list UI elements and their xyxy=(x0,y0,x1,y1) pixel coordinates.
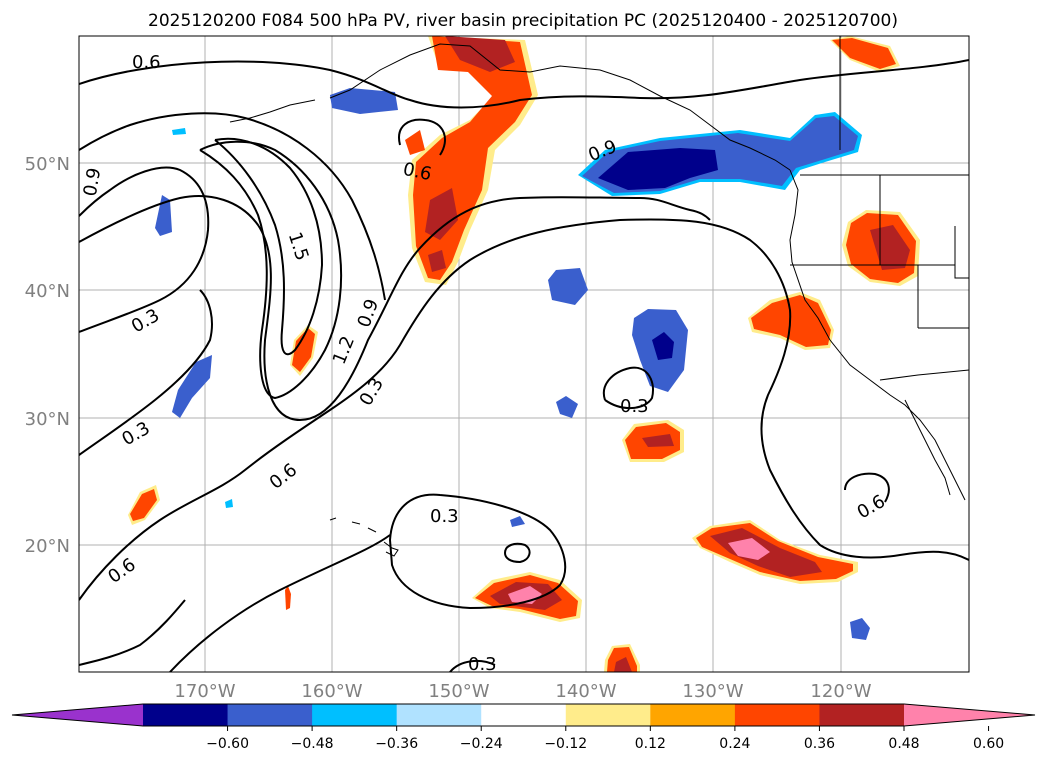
lon-label-160w: 160°W xyxy=(301,681,362,702)
boundary-us-mexico xyxy=(879,369,969,381)
colorbar-segment xyxy=(396,704,482,726)
longitude-labels: 170°W 160°W 150°W 140°W 130°W 120°W xyxy=(174,681,871,702)
colorbar-tick-label: 0.24 xyxy=(719,736,750,752)
pv-contour-0-9 xyxy=(79,195,711,422)
precip-positive-trough-streak xyxy=(290,325,318,376)
precip-positive-bottom xyxy=(604,644,640,672)
precip-negative-aleutian-patch xyxy=(330,88,398,114)
lat-label-40n: 40°N xyxy=(25,281,70,302)
map-frame xyxy=(78,35,970,673)
colorbar-outline xyxy=(11,703,1036,727)
pv-contour-0-9-west-edge xyxy=(79,112,386,301)
colorbar-segment xyxy=(227,704,313,726)
map-panel: 0.6 0.9 1.5 0.6 0.9 0.3 0.9 1.2 0.3 0.3 … xyxy=(25,35,970,702)
colorbar-tick-label: −0.24 xyxy=(460,736,503,752)
pv-contours xyxy=(79,59,969,672)
colorbar-tick-label: 0.48 xyxy=(888,736,919,752)
coastlines xyxy=(229,36,969,557)
colorbar-tick-label: −0.36 xyxy=(375,736,418,752)
precip-negative-midpac-blob xyxy=(548,268,588,305)
pv-contour-0-6-south-edge xyxy=(79,599,186,666)
pv-contour-0-6-southwest xyxy=(79,218,969,601)
colorbar: −0.60 −0.48 −0.36 −0.24 −0.12 0.12 0.24 0.36 0.4… xyxy=(11,703,1036,752)
pv-contour-0-3-bottom xyxy=(449,659,496,672)
lon-label-120w: 120°W xyxy=(810,681,871,702)
colorbar-tick-label: −0.12 xyxy=(544,736,587,752)
precip-positive-west-small xyxy=(128,485,160,525)
coastline-bc-coast xyxy=(789,169,966,501)
colorbar-tick-label: −0.60 xyxy=(206,736,249,752)
pv-contour-0-3-main xyxy=(79,166,210,333)
coastline-aleutians xyxy=(229,99,316,123)
colorbar-tick-label: 0.12 xyxy=(635,736,666,752)
coastline-baja xyxy=(904,399,951,496)
colorbar-segment xyxy=(481,704,567,726)
precip-positive-gulf-plume xyxy=(405,36,538,285)
colorbar-segment xyxy=(650,704,736,726)
coastline-alaska xyxy=(329,43,791,171)
lon-label-150w: 150°W xyxy=(428,681,489,702)
pv-contour-0-3-southeast xyxy=(169,534,391,672)
pv-contour-1-2 xyxy=(199,140,343,400)
colorbar-tick-label: 0.60 xyxy=(973,736,1004,752)
precip-negative-southwest-streak xyxy=(172,355,212,418)
colorbar-segment xyxy=(734,704,820,726)
pv-contour-0-6-north xyxy=(79,59,969,109)
precip-negative-small-dot-c xyxy=(225,499,233,508)
colorbar-tick-label: 0.36 xyxy=(804,736,835,752)
lon-label-170w: 170°W xyxy=(174,681,235,702)
pv-contour-0-3-west xyxy=(79,289,213,456)
pv-contour-0-3-inner-dot xyxy=(504,542,531,564)
colorbar-extend-high xyxy=(904,704,1035,726)
precip-positive-south-central xyxy=(472,572,582,622)
figure-title: 2025120200 F084 500 hPa PV, river basin … xyxy=(148,11,898,31)
lon-label-130w: 130°W xyxy=(682,681,743,702)
lat-label-20n: 20°N xyxy=(25,536,70,557)
boundary-state-lines xyxy=(790,175,969,329)
precip-negative-westpatch xyxy=(155,195,172,236)
pv-contour-0-3-hawaii-loop xyxy=(388,493,567,610)
latitude-labels: 50°N 40°N 30°N 20°N xyxy=(25,154,70,557)
contour-label-0-9-west-edge: 0.9 xyxy=(80,166,106,198)
pv-contour-0-3-trough-loop xyxy=(398,118,446,156)
colorbar-segment xyxy=(143,704,229,726)
contour-label-0-3-hawaii: 0.3 xyxy=(430,506,459,527)
contour-label-0-6-north: 0.6 xyxy=(132,52,161,73)
precip-negative-baja-dot xyxy=(850,618,870,640)
colorbar-extend-low xyxy=(12,704,143,726)
colorbar-segment xyxy=(565,704,651,726)
lat-label-50n: 50°N xyxy=(25,154,70,175)
precip-negative-arctic-sliver xyxy=(172,128,186,135)
pv-contour-0-6-mexico-loop xyxy=(844,472,890,503)
precip-negative-small-dot-a xyxy=(556,396,578,418)
coastline-hawaii xyxy=(329,517,399,557)
precip-positive-sliver xyxy=(285,586,291,610)
colorbar-segment xyxy=(819,704,905,726)
colorbar-segment xyxy=(312,704,398,726)
lon-label-140w: 140°W xyxy=(555,681,616,702)
precip-negative-small-dot-b xyxy=(510,516,525,527)
lat-label-30n: 30°N xyxy=(25,409,70,430)
pv-contour-1-5 xyxy=(214,137,324,356)
precip-negative-bc-band xyxy=(578,112,862,196)
precip-positive-subtropical xyxy=(622,420,684,462)
pv-contour-0-3-east-loop xyxy=(602,366,654,409)
precip-positive-alberta xyxy=(830,36,900,72)
contour-label-0-3-east-loop: 0.3 xyxy=(620,396,649,417)
colorbar-tick-label: −0.48 xyxy=(291,736,334,752)
contour-label-0-3-bottom: 0.3 xyxy=(468,654,497,675)
precip-positive-subtropical-jet xyxy=(692,520,858,584)
